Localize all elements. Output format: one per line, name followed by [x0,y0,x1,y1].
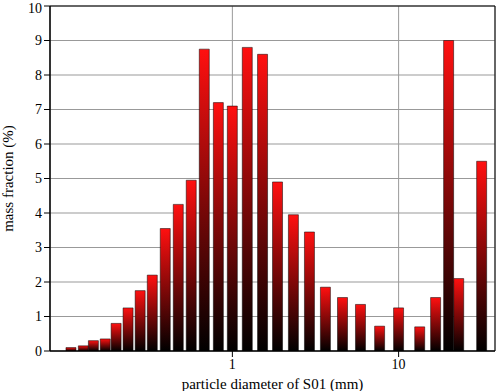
svg-text:10: 10 [392,357,406,372]
svg-text:10: 10 [28,1,42,16]
svg-text:2: 2 [35,275,42,290]
svg-text:mass fraction (%): mass fraction (%) [8,125,17,232]
svg-text:9: 9 [35,33,42,48]
svg-text:particle diameter of S01 (mm): particle diameter of S01 (mm) [182,376,364,391]
svg-text:1: 1 [35,309,42,324]
svg-text:4: 4 [35,206,42,221]
svg-text:5: 5 [35,171,42,186]
svg-text:8: 8 [35,68,42,83]
svg-text:1: 1 [229,357,236,372]
svg-text:7: 7 [35,102,42,117]
svg-text:6: 6 [35,137,42,152]
svg-text:3: 3 [35,240,42,255]
svg-text:0: 0 [35,344,42,359]
